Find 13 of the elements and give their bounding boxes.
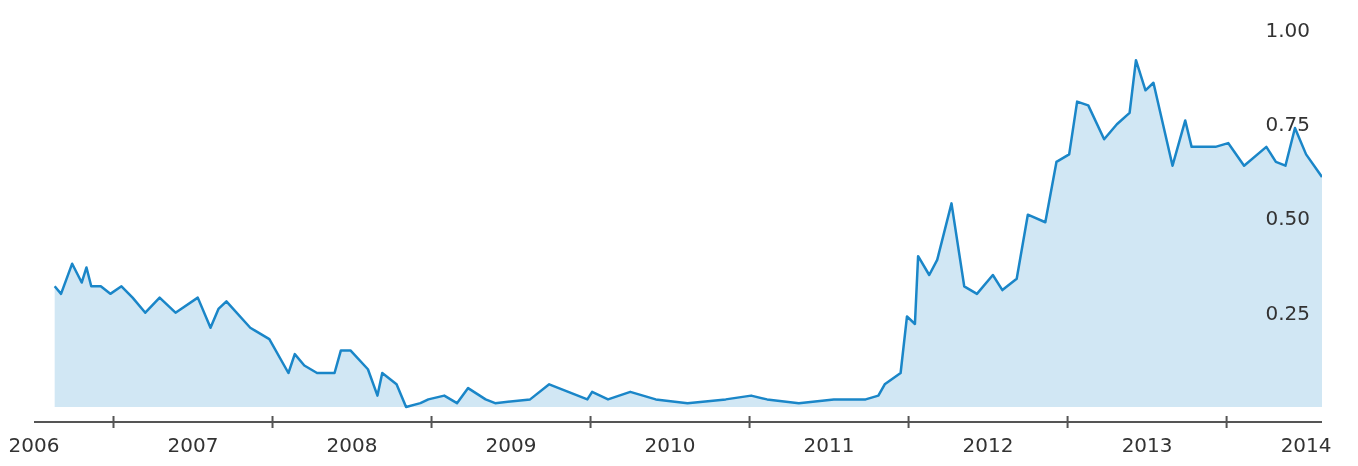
y-tick-label: 0.75 [1265, 112, 1310, 137]
x-tick-label: 2013 [1121, 433, 1173, 457]
x-tick-label: 2009 [485, 433, 537, 457]
x-tick-label: 2012 [962, 433, 1014, 457]
y-tick-label: 0.25 [1265, 300, 1310, 325]
y-tick-label: 1.00 [1265, 18, 1310, 42]
x-tick-label: 2006 [8, 433, 60, 457]
x-tick-label: 2008 [326, 433, 378, 457]
x-tick-label: 2007 [167, 433, 219, 457]
x-tick-label: 2014 [1280, 433, 1332, 457]
x-tick-label: 2010 [644, 433, 696, 457]
y-tick-label: 0.50 [1265, 206, 1310, 231]
x-tick-label: 2011 [803, 433, 855, 457]
